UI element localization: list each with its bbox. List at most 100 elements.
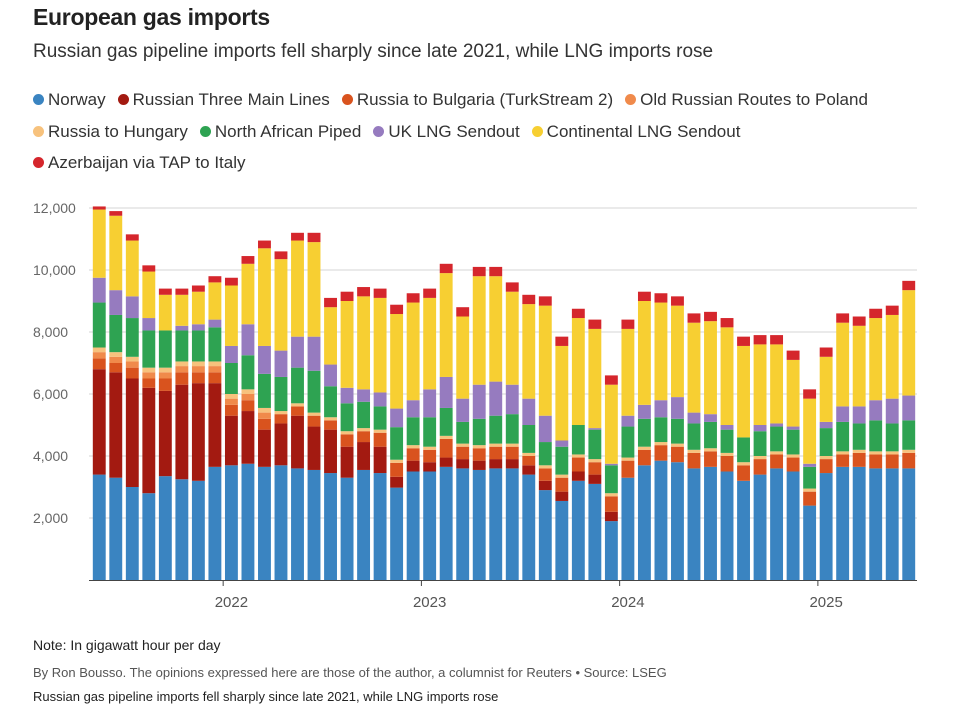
- bar-segment: [373, 473, 387, 580]
- bar-segment: [753, 425, 767, 432]
- bar-segment: [307, 370, 321, 413]
- legend-swatch: [531, 125, 543, 137]
- bar-segment: [819, 456, 833, 460]
- bar-segment: [92, 347, 106, 353]
- bar-segment: [621, 426, 635, 458]
- bar-segment: [456, 443, 470, 447]
- bar-segment: [307, 336, 321, 371]
- bar-segment: [588, 474, 602, 484]
- bar-segment: [291, 468, 304, 580]
- bar-segment: [737, 480, 750, 580]
- bar-segment: [241, 394, 255, 401]
- bar-segment: [191, 361, 205, 367]
- bar-segment: [621, 319, 635, 329]
- bar-segment: [456, 398, 470, 422]
- bar-segment: [836, 313, 850, 323]
- bar-stack: [671, 296, 684, 580]
- bar-stack: [175, 288, 189, 580]
- bar-segment: [357, 401, 371, 429]
- bar-segment: [588, 459, 602, 463]
- bar-segment: [753, 459, 767, 475]
- bar-segment: [604, 511, 618, 522]
- bar-segment: [588, 319, 602, 329]
- chart-title: European gas imports: [33, 4, 270, 30]
- bar-segment: [324, 417, 337, 421]
- bar-segment: [654, 442, 668, 446]
- bar-segment: [291, 240, 304, 337]
- legend-swatch: [199, 125, 211, 137]
- bar-stack: [538, 296, 552, 580]
- bar-segment: [208, 361, 222, 367]
- bar-segment: [307, 242, 321, 337]
- bar-segment: [786, 350, 800, 360]
- bar-stack: [522, 294, 536, 580]
- bar-segment: [158, 288, 172, 295]
- bar-segment: [324, 429, 337, 474]
- bar-segment: [637, 465, 651, 580]
- bar-segment: [274, 414, 288, 424]
- bar-segment: [753, 335, 767, 345]
- legend-swatch: [373, 125, 385, 137]
- y-tick-label: 12,000: [33, 200, 76, 216]
- bar-segment: [241, 355, 255, 390]
- bar-segment: [307, 415, 321, 427]
- bar-segment: [637, 446, 651, 450]
- bar-segment: [456, 421, 470, 444]
- bar-segment: [340, 387, 354, 404]
- bar-segment: [836, 454, 850, 467]
- bar-segment: [555, 440, 569, 447]
- bar-segment: [472, 445, 486, 449]
- bar-segment: [241, 324, 255, 356]
- bar-stack: [373, 288, 387, 580]
- bar-segment: [158, 367, 172, 373]
- bar-segment: [720, 327, 734, 425]
- bar-segment: [770, 344, 784, 424]
- bar-segment: [92, 209, 106, 278]
- bar-segment: [819, 459, 833, 474]
- bar-segment: [621, 477, 635, 580]
- bar-segment: [489, 415, 503, 444]
- bar-stack: [241, 256, 255, 580]
- bar-segment: [125, 487, 139, 580]
- bar-segment: [489, 468, 503, 580]
- bar-segment: [786, 454, 800, 458]
- bar-segment: [522, 456, 536, 466]
- bar-segment: [687, 449, 701, 453]
- bar-segment: [472, 448, 486, 461]
- bar-segment: [274, 251, 288, 260]
- bar-segment: [869, 451, 883, 455]
- legend-item: UK LNG Sendout: [373, 116, 520, 148]
- bar-segment: [291, 367, 304, 404]
- bar-stack: [704, 311, 717, 580]
- legend-item: Norway: [33, 84, 106, 116]
- bar-segment: [142, 330, 156, 368]
- bar-segment: [555, 477, 569, 492]
- bar-segment: [588, 429, 602, 460]
- bar-segment: [142, 372, 156, 379]
- bar-segment: [406, 460, 420, 472]
- bar-segment: [423, 389, 437, 418]
- bar-segment: [208, 276, 222, 283]
- bar-segment: [836, 451, 850, 455]
- bar-stack: [406, 293, 420, 580]
- bar-segment: [191, 480, 205, 580]
- bar-segment: [604, 465, 618, 494]
- bar-segment: [637, 291, 651, 301]
- bar-segment: [852, 452, 866, 467]
- bar-stack: [324, 297, 337, 580]
- bar-stack: [142, 265, 156, 580]
- bar-segment: [538, 442, 552, 466]
- bar-segment: [687, 423, 701, 450]
- legend-item: Russian Three Main Lines: [117, 84, 330, 116]
- bar-segment: [175, 288, 189, 295]
- bar-segment: [109, 290, 123, 315]
- bar-segment: [191, 324, 205, 331]
- bar-stack: [505, 282, 519, 580]
- bar-segment: [340, 403, 354, 432]
- bar-segment: [671, 443, 684, 447]
- bar-segment: [208, 383, 222, 467]
- bar-stack: [191, 285, 205, 580]
- bar-segment: [324, 297, 337, 308]
- legend-item: Continental LNG Sendout: [531, 116, 740, 148]
